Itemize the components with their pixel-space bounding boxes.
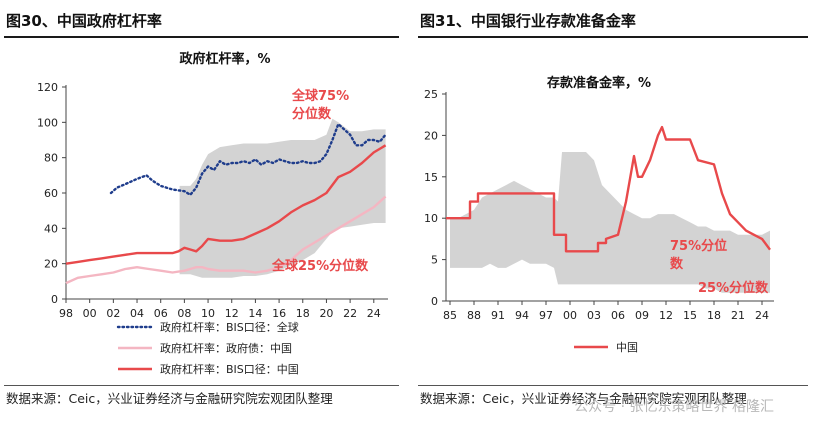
x-tick-label: 91 [491, 309, 505, 322]
x-tick-label: 12 [659, 309, 673, 322]
x-tick-label: 12 [225, 307, 239, 320]
x-tick-label: 94 [515, 309, 529, 322]
panel-government-leverage: 图30、中国政府杠杆率 政府杠杆率，% 0 20 40 60 80 100 120 98 00 02… [0, 0, 405, 437]
y-tick-label: 10 [424, 212, 438, 225]
x-tick-label: 06 [611, 309, 625, 322]
band-label-lower: 25%分位数 [698, 280, 769, 296]
x-tick-label: 00 [563, 309, 577, 322]
x-tick-label: 98 [59, 307, 73, 320]
band-label-upper: 75%分位数 [670, 238, 727, 272]
source-note: 数据来源：Ceic，兴业证券经济与金融研究院宏观团队整理 [6, 391, 333, 406]
quantile-band [179, 118, 386, 278]
y-tick-label: 15 [424, 171, 438, 184]
heading-rule [4, 36, 399, 38]
x-tick-label: 16 [272, 307, 286, 320]
legend-label: 中国 [616, 341, 638, 354]
y-tick-label: 40 [44, 222, 58, 235]
x-tick-label: 21 [731, 309, 745, 322]
band-label-upper-line: 75%分位 [670, 238, 727, 254]
legend-label: 政府杠杆率：政府债：中国 [160, 341, 292, 355]
chart-reserve-ratio: 存款准备金率，% 0 5 10 15 20 25 85 88 91 94 97 00 03 06 09 12 15… [424, 75, 774, 354]
x-tick-label: 22 [343, 307, 357, 320]
x-tick-label: 88 [467, 309, 481, 322]
panel-reserve-ratio: 图31、中国银行业存款准备金率 存款准备金率，% 0 5 10 15 20 25 85 88 91… [414, 0, 814, 437]
legend-label: 政府杠杆率：BIS口径：中国 [160, 362, 299, 376]
y-tick-label: 100 [37, 116, 58, 129]
band-label-upper-line: 全球75% [291, 88, 349, 104]
x-tick-label: 24 [755, 309, 769, 322]
x-tick-label: 10 [201, 307, 215, 320]
band-label-upper-line: 分位数 [292, 106, 332, 122]
band-label-lower: 全球25%分位数 [271, 258, 369, 274]
y-tick-label: 120 [37, 81, 58, 94]
x-tick-label: 04 [130, 307, 144, 320]
footer-rule [4, 385, 399, 386]
series-line [65, 195, 387, 285]
y-tick-label: 60 [44, 187, 58, 200]
y-tick-label: 5 [431, 254, 438, 267]
y-tick-label: 20 [424, 129, 438, 142]
chart-title: 政府杠杆率，% [179, 51, 270, 67]
y-tick-label: 0 [431, 295, 438, 308]
series-line [109, 122, 387, 197]
x-tick-label: 18 [296, 307, 310, 320]
x-tick-label: 06 [154, 307, 168, 320]
figure-heading: 图31、中国银行业存款准备金率 [420, 12, 636, 30]
x-tick-label: 00 [83, 307, 97, 320]
x-tick-label: 24 [367, 307, 381, 320]
chart-title: 存款准备金率，% [547, 75, 651, 91]
chart-gov-leverage: 政府杠杆率，% 0 20 40 60 80 100 120 98 00 02 04 06 08 10 12 14… [37, 51, 388, 376]
figure-heading: 图30、中国政府杠杆率 [6, 12, 162, 30]
series-line [446, 125, 771, 253]
x-tick-label: 20 [319, 307, 333, 320]
quantile-band [450, 152, 770, 293]
heading-rule [418, 36, 808, 38]
series-line [65, 144, 387, 265]
x-tick-label: 03 [587, 309, 601, 322]
y-tick-label: 80 [44, 152, 58, 165]
y-tick-label: 0 [51, 293, 58, 306]
band-label-upper: 全球75% 分位数 [291, 88, 349, 122]
y-tick-label: 20 [44, 258, 58, 271]
y-tick-label: 25 [424, 88, 438, 101]
footer-rule [418, 385, 808, 386]
source-note: 数据来源：Ceic，兴业证券经济与金融研究院宏观团队整理 [420, 391, 747, 406]
band-label-upper-line: 数 [670, 256, 684, 272]
x-tick-label: 18 [707, 309, 721, 322]
watermark: 公众号 · 张忆东策略世界 格隆汇 [574, 399, 774, 415]
x-tick-label: 09 [635, 309, 649, 322]
x-tick-label: 14 [248, 307, 262, 320]
x-tick-label: 08 [177, 307, 191, 320]
x-tick-label: 02 [106, 307, 120, 320]
x-tick-label: 15 [683, 309, 697, 322]
x-tick-label: 97 [539, 309, 553, 322]
x-tick-label: 85 [443, 309, 457, 322]
legend-label: 政府杠杆率：BIS口径：全球 [160, 320, 299, 334]
